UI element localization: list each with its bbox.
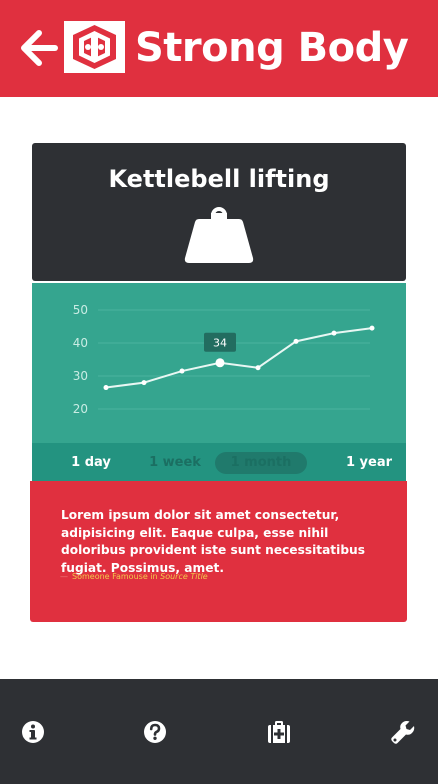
y-tick-label: 50 bbox=[73, 303, 88, 317]
data-point bbox=[255, 365, 261, 371]
data-point bbox=[103, 385, 109, 391]
quote-source: — Someone Famouse in Source Title bbox=[60, 572, 208, 581]
quote-card: Lorem ipsum dolor sit amet consectetur, … bbox=[30, 481, 407, 622]
data-point bbox=[331, 330, 337, 336]
range-1-day[interactable]: 1 day bbox=[71, 455, 111, 470]
data-point bbox=[141, 380, 147, 386]
y-tick-label: 40 bbox=[73, 336, 88, 350]
bottom-nav bbox=[0, 679, 438, 784]
data-point bbox=[293, 338, 299, 344]
quote-text: Lorem ipsum dolor sit amet consectetur, … bbox=[61, 508, 365, 575]
arrow-left-icon[interactable] bbox=[20, 29, 58, 67]
data-point bbox=[179, 368, 185, 374]
strong-body-logo bbox=[64, 21, 125, 73]
quote-source-title: Source Title bbox=[160, 572, 208, 581]
y-tick-label: 30 bbox=[73, 369, 88, 383]
chart-plot: 20 30 40 50 34 bbox=[73, 303, 375, 416]
info-icon[interactable] bbox=[20, 719, 46, 745]
data-point bbox=[369, 325, 375, 331]
wrench-icon[interactable] bbox=[390, 719, 416, 745]
range-1-month[interactable]: 1 month bbox=[215, 452, 307, 474]
weight-icon bbox=[184, 207, 254, 263]
data-point bbox=[215, 358, 225, 368]
app-header: Strong Body bbox=[0, 0, 438, 97]
help-icon[interactable] bbox=[142, 719, 168, 745]
highlight-label: 34 bbox=[213, 336, 227, 349]
app-title: Strong Body bbox=[135, 25, 409, 71]
series-line bbox=[105, 327, 373, 389]
range-1-week[interactable]: 1 week bbox=[149, 455, 201, 470]
first-aid-kit-icon[interactable] bbox=[266, 719, 292, 745]
exercise-title: Kettlebell lifting bbox=[108, 165, 330, 193]
quote-dash: — bbox=[60, 572, 68, 581]
range-1-year[interactable]: 1 year bbox=[345, 455, 393, 470]
quote-author: Someone Famouse in bbox=[72, 572, 158, 581]
highlight-label-box bbox=[204, 332, 236, 352]
time-range-selector: 1 day 1 week 1 month 1 year bbox=[32, 443, 406, 481]
y-tick-label: 20 bbox=[73, 402, 88, 416]
progress-chart: 20 30 40 50 34 1 day 1 week 1 month 1 year bbox=[32, 283, 406, 481]
